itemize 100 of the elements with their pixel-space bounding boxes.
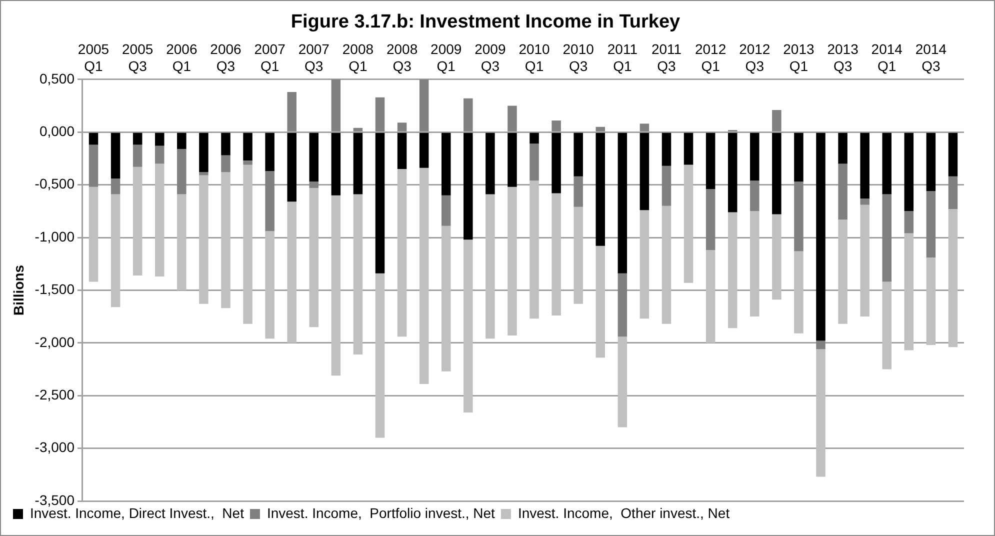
bar (640, 124, 650, 132)
bar (199, 132, 208, 172)
bar (860, 204, 870, 317)
bar (596, 126, 606, 132)
bar (574, 176, 583, 207)
bar (662, 132, 672, 166)
bar (441, 132, 451, 196)
bar (706, 250, 716, 343)
bar (684, 164, 694, 283)
bar (904, 233, 914, 350)
x-tick-label: 2008 Q1 (342, 41, 374, 74)
x-tick-label: 2007 Q1 (254, 41, 286, 74)
legend-label: Invest. Income, Portfolio invest., Net (266, 504, 496, 521)
legend-label: Invest. Income, Other invest., Net (518, 504, 730, 521)
x-tick-label: 2006 Q1 (166, 41, 198, 74)
bar (772, 110, 782, 132)
y-tick-label: -2,000 (34, 334, 75, 350)
y-tick-label: 0,500 (39, 70, 75, 86)
bar (331, 195, 341, 376)
bar (353, 128, 363, 132)
x-tick-label: 2007 Q3 (298, 41, 330, 74)
bar (287, 132, 296, 202)
bar (397, 168, 407, 337)
bar (486, 132, 495, 194)
bar (464, 98, 473, 132)
bar (926, 258, 936, 346)
bar (419, 79, 429, 132)
bar (221, 155, 230, 172)
bar (265, 132, 274, 172)
bar (353, 194, 363, 354)
bar (794, 182, 804, 252)
bar (155, 146, 164, 164)
bar (309, 182, 319, 188)
y-tick-label: -1,500 (34, 281, 75, 298)
bar (155, 164, 164, 276)
bar (110, 178, 120, 194)
bar (508, 132, 517, 187)
bar (618, 273, 628, 337)
y-tick-label: -2,500 (34, 386, 75, 402)
bar (750, 180, 760, 212)
bar (243, 164, 252, 324)
bar (640, 210, 650, 319)
bar (397, 122, 407, 132)
x-tick-label: 2009 Q1 (430, 41, 462, 74)
bar (662, 206, 672, 324)
bar (199, 172, 208, 176)
bar (706, 189, 716, 250)
bar (331, 132, 341, 196)
bar (132, 166, 142, 276)
bar (508, 106, 517, 132)
bar (309, 188, 319, 328)
bar (904, 132, 914, 212)
bar (508, 186, 517, 336)
bar (221, 132, 230, 156)
bar (177, 148, 186, 194)
bar (309, 132, 319, 182)
x-tick-label: 2010 Q1 (518, 41, 550, 74)
bar (177, 132, 186, 149)
bar (838, 220, 848, 324)
bar (265, 231, 274, 339)
bar (199, 175, 208, 304)
bar (794, 251, 804, 334)
bar (860, 132, 870, 198)
bar (574, 206, 583, 304)
bar (596, 132, 606, 246)
x-tick-label: 2005 Q1 (78, 41, 110, 74)
bar (177, 194, 186, 290)
bar (331, 79, 341, 132)
x-tick-label: 2009 Q3 (474, 41, 506, 74)
bar (574, 132, 583, 176)
x-tick-label: 2014 Q1 (871, 41, 903, 74)
bar (155, 132, 164, 146)
bar (530, 144, 539, 181)
bar (353, 132, 363, 194)
bar (132, 132, 142, 145)
bar (110, 132, 120, 178)
bar (728, 212, 738, 328)
bar (794, 132, 804, 182)
bar (750, 132, 760, 181)
bar (486, 194, 495, 339)
y-tick-label: -3,500 (34, 492, 75, 508)
bar (926, 132, 936, 192)
bar (88, 144, 98, 187)
bar (419, 168, 429, 384)
bar (662, 166, 672, 206)
bar (221, 172, 230, 308)
bar (287, 92, 296, 132)
bar (441, 226, 451, 372)
bar (750, 211, 760, 317)
bar (948, 132, 958, 176)
bar (684, 132, 694, 165)
bar (88, 132, 98, 145)
bar (464, 240, 473, 412)
bar (882, 194, 892, 282)
bar (640, 132, 650, 210)
bar (464, 132, 473, 240)
bar (530, 180, 539, 319)
bar (397, 132, 407, 169)
bar (552, 132, 561, 194)
bar (375, 97, 385, 132)
